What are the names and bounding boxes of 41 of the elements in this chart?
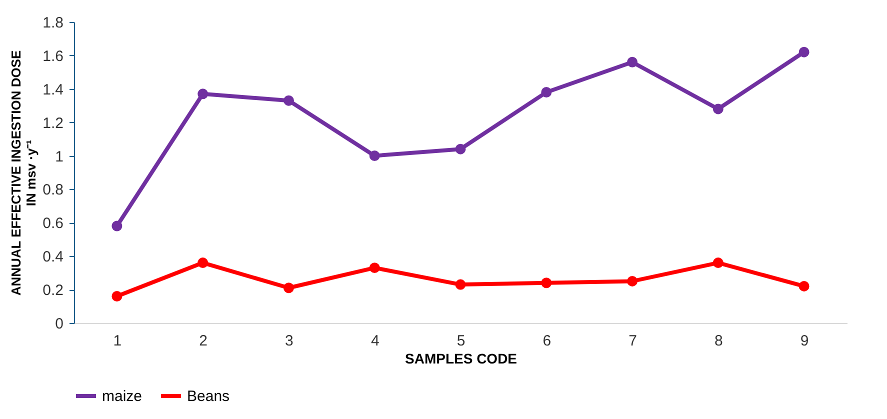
- x-tick-label: 4: [370, 332, 380, 350]
- point: [712, 104, 724, 114]
- point: [541, 87, 552, 98]
- x-tick-label: 2: [199, 332, 208, 350]
- y-tick-label: 1.2: [42, 114, 64, 132]
- point: [455, 279, 466, 290]
- point: [712, 258, 724, 268]
- x-tick-label: 1: [113, 332, 122, 350]
- point: [455, 144, 466, 154]
- x-tick-label: 7: [628, 332, 637, 350]
- x-axis-title: SAMPLES CODE: [404, 350, 518, 366]
- point: [369, 262, 380, 274]
- point: [798, 46, 810, 58]
- y-tick-label: 0.2: [42, 282, 64, 300]
- y-tick-label: 1: [55, 148, 64, 166]
- y-tick-label: 0.4: [42, 248, 64, 266]
- point: [112, 220, 122, 232]
- point: [283, 282, 294, 294]
- x-tick-label: 8: [714, 332, 723, 350]
- legend-label: maize: [102, 388, 142, 405]
- y-tick-label: 1.4: [42, 81, 64, 98]
- y-tick-label: 0: [55, 316, 64, 332]
- point: [198, 258, 208, 268]
- point: [283, 95, 294, 106]
- y-tick-label: 0.6: [42, 215, 64, 232]
- point: [198, 88, 208, 100]
- point: [369, 150, 380, 162]
- x-tick-label: 5: [456, 332, 466, 350]
- y-tick-label: 1.6: [42, 48, 64, 65]
- x-tick-label: 9: [800, 332, 809, 350]
- point: [798, 280, 810, 292]
- point: [112, 291, 122, 302]
- y-tick-label: 0.8: [42, 182, 64, 199]
- legend-label: Beans: [187, 388, 230, 405]
- point: [541, 278, 552, 288]
- y-axis-title: ANNUAL EFFECTIVE INGESTION DOSE IN msv ·y⁻¹: [8, 50, 39, 296]
- y-tick-label: 1.8: [42, 14, 64, 32]
- x-tick-label: 6: [542, 332, 552, 350]
- x-tick-label: 3: [285, 332, 294, 350]
- point: [627, 56, 638, 68]
- point: [627, 276, 638, 286]
